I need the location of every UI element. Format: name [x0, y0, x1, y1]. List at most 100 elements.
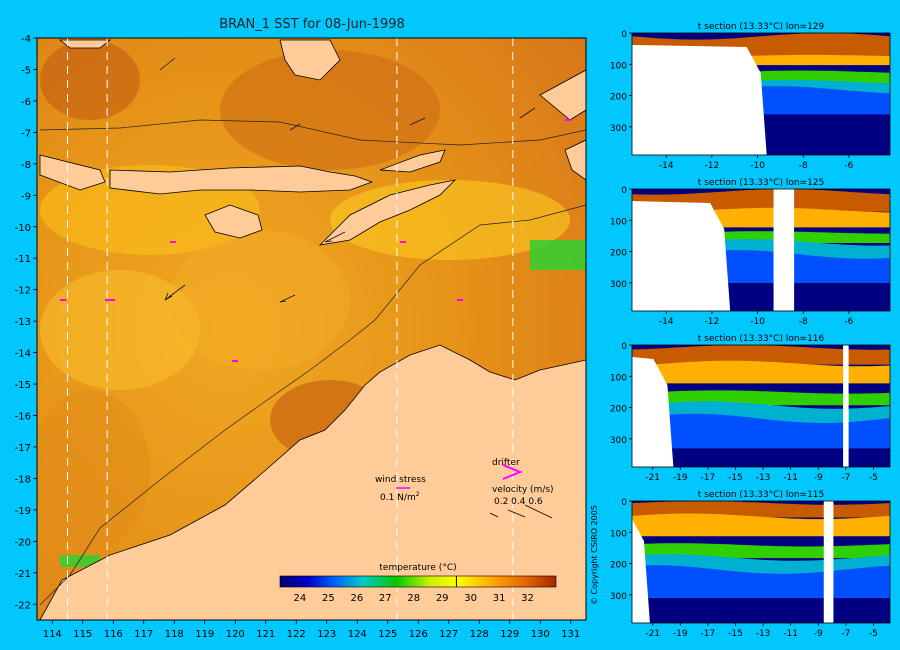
sst-map — [37, 38, 586, 620]
section-field — [632, 501, 890, 623]
drifter-label: drifter — [492, 458, 520, 468]
map-x-tick-label: 128 — [470, 629, 489, 640]
section-frame — [631, 500, 891, 624]
section-field — [632, 33, 890, 155]
section-field — [632, 345, 890, 467]
wind-stress-scale: 0.1 N/m2 — [380, 491, 420, 503]
sst-warm-patch — [37, 390, 150, 550]
section-x-tick-label: -10 — [750, 317, 765, 327]
section-temperature-band — [632, 345, 890, 365]
map-y-tick-label: -4 — [21, 34, 31, 45]
map-x-tick-label: 126 — [409, 629, 428, 640]
timor-land — [318, 179, 457, 246]
drifter-mark — [565, 119, 571, 121]
section-x-tick-label: -21 — [645, 629, 660, 639]
section-y-tick-label: 300 — [610, 436, 627, 446]
section-panel: t section (13.33°C) lon=115 -21 -19 -17 -15 -… — [610, 490, 891, 639]
wind-arrow — [279, 294, 296, 303]
map-x-tick-label: 130 — [531, 629, 550, 640]
section-title: t section (13.33°C) lon=115 — [698, 490, 825, 500]
wind-arrow — [409, 117, 426, 126]
section-x-tick-label: -15 — [728, 629, 743, 639]
island-land — [539, 69, 586, 121]
wind-arrow — [164, 284, 186, 301]
section-y-tick-label: 100 — [610, 529, 627, 539]
wind-arrow — [519, 107, 536, 119]
section-y-tick-label: 200 — [610, 561, 627, 571]
map-y-tick-label: -22 — [15, 600, 31, 611]
map-y-tick-label: -7 — [21, 128, 31, 139]
section-title: t section (13.33°C) lon=116 — [698, 334, 825, 344]
sst-cool-patch — [40, 270, 200, 390]
map-x-tick-label: 123 — [317, 629, 336, 640]
map-title: BRAN_1 SST for 08-Jun-1998 — [219, 17, 405, 32]
temperature-colorbar: temperature (°C) 24 25 26 27 28 29 30 31 32 — [279, 563, 557, 604]
section-x-tick-label: -15 — [728, 473, 743, 483]
island-land — [39, 154, 106, 191]
drifter-mark — [232, 360, 238, 362]
section-x-tick-label: -11 — [783, 629, 798, 639]
map-y-tick-label: -15 — [15, 380, 31, 391]
map-legend: wind stress 0.1 N/m2 drifter velocity (m… — [375, 458, 554, 519]
sst-warm-patch — [40, 40, 140, 120]
section-y-tick-label: 100 — [610, 61, 627, 71]
section-gap-mask — [773, 189, 795, 311]
drifter-markers — [60, 119, 571, 362]
map-x-tick-label: 129 — [500, 629, 519, 640]
map-y-tick-label: -16 — [15, 412, 31, 423]
map-y-tick-label: -5 — [21, 65, 31, 76]
section-land-mask — [632, 513, 650, 623]
section-y-tick-label: 200 — [610, 405, 627, 415]
map-y-tick-label: -9 — [21, 191, 31, 202]
section-land-mask — [632, 357, 674, 467]
colorbar-tick-label: 29 — [436, 593, 449, 604]
shelf-contour — [39, 204, 586, 606]
map-y-tick-label: -12 — [15, 286, 31, 297]
section-panel: t section (13.33°C) lon=116 -21 -19 -17 -15 -… — [610, 334, 891, 483]
section-x-tick-label: -17 — [701, 473, 716, 483]
drifter-mark — [60, 299, 66, 301]
map-y-tick-label: -14 — [15, 349, 31, 360]
map-x-tick-label: 115 — [73, 629, 92, 640]
map-x-tick-label: 118 — [165, 629, 184, 640]
section-x-tick-label: -8 — [799, 317, 808, 327]
section-x-tick-label: -19 — [673, 473, 688, 483]
section-x-tick-label: -17 — [701, 629, 716, 639]
section-y-tick-label: 0 — [621, 186, 627, 196]
section-frame — [631, 188, 891, 312]
colorbar-tick-label: 26 — [350, 593, 363, 604]
island-land — [58, 39, 112, 49]
copyright-text: © Copyright CSIRO 2005 — [590, 505, 599, 605]
sst-cool-green-patch — [60, 555, 100, 567]
section-panel: t section (13.33°C) lon=129 -14 -12 -10 -8 -6… — [610, 22, 891, 171]
colorbar-tick-label: 28 — [407, 593, 420, 604]
map-frame — [36, 37, 587, 621]
wind-arrow — [289, 123, 301, 131]
map-y-tick-label: -8 — [21, 160, 31, 171]
map-x-tick-label: 131 — [561, 629, 580, 640]
drifter-mark — [170, 241, 176, 243]
section-x-tick-label: -13 — [756, 629, 771, 639]
section-x-tick-label: -12 — [705, 317, 720, 327]
map-y-tick-label: -13 — [15, 317, 31, 328]
map-y-tick-label: -6 — [21, 97, 31, 108]
map-x-tick-label: 122 — [287, 629, 306, 640]
colorbar-tick-label: 31 — [493, 593, 506, 604]
section-temperature-band — [632, 360, 890, 384]
colorbar-tick-label: 25 — [322, 593, 335, 604]
section-y-tick-label: 300 — [610, 592, 627, 602]
colorbar-strip — [279, 575, 557, 588]
island-land — [379, 149, 446, 173]
velocity-scale-arrows — [489, 504, 553, 519]
section-field — [632, 189, 890, 311]
section-panel: t section (13.33°C) lon=125 -14 -12 -10 -8 -6… — [610, 178, 891, 327]
colorbar-ticks: 24 25 26 27 28 29 30 31 32 — [294, 576, 534, 604]
map-y-tick-label: -21 — [15, 569, 31, 580]
map-x-tick-label: 120 — [226, 629, 245, 640]
drifter-legend-arrow — [502, 464, 523, 480]
temperature-sections: t section (13.33°C) lon=129 -14 -12 -10 -8 -6… — [610, 22, 891, 639]
section-frame — [631, 32, 891, 156]
section-x-tick-label: -19 — [673, 629, 688, 639]
section-y-tick-label: 0 — [621, 30, 627, 40]
